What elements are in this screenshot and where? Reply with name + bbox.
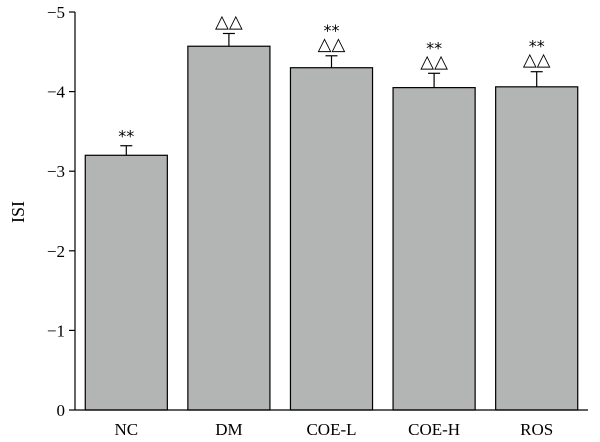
significance-triangles: △△	[215, 11, 243, 32]
y-axis-label: ISI	[8, 201, 28, 223]
y-tick-label: −3	[47, 162, 65, 181]
significance-triangles: △△	[318, 34, 346, 55]
bar-nc	[84, 154, 168, 411]
x-labels-group: NC DM COE-L COE-H ROS	[114, 420, 553, 439]
y-tick-label: −2	[47, 242, 65, 261]
significance-triangles: △△	[523, 50, 551, 71]
y-ticks-group: 0 −1 −2 −3 −4 −5	[47, 3, 75, 420]
significance-stars: **	[426, 38, 442, 57]
significance-stars: **	[529, 37, 545, 56]
axes-group	[74, 12, 588, 411]
y-tick-label: −5	[47, 3, 65, 22]
bar-coe-l	[289, 67, 374, 411]
significance-triangles: △△	[420, 51, 448, 72]
x-category-label: COE-L	[306, 420, 356, 439]
y-tick-label: 0	[57, 401, 66, 420]
y-tick-label: −1	[47, 321, 65, 340]
error-bars-group	[120, 32, 543, 156]
bars-group	[84, 45, 579, 411]
significance-stars: **	[118, 127, 134, 146]
annotations-group: **△△△△**△△**△△**	[118, 11, 550, 145]
bar-ros	[495, 86, 579, 411]
x-category-label: COE-H	[408, 420, 460, 439]
y-tick-label: −4	[47, 83, 66, 102]
x-category-label: NC	[114, 420, 138, 439]
x-category-label: DM	[215, 420, 242, 439]
significance-stars: **	[324, 21, 340, 40]
x-category-label: ROS	[520, 420, 553, 439]
bar-dm	[187, 45, 271, 411]
bar-coe-h	[392, 87, 476, 411]
